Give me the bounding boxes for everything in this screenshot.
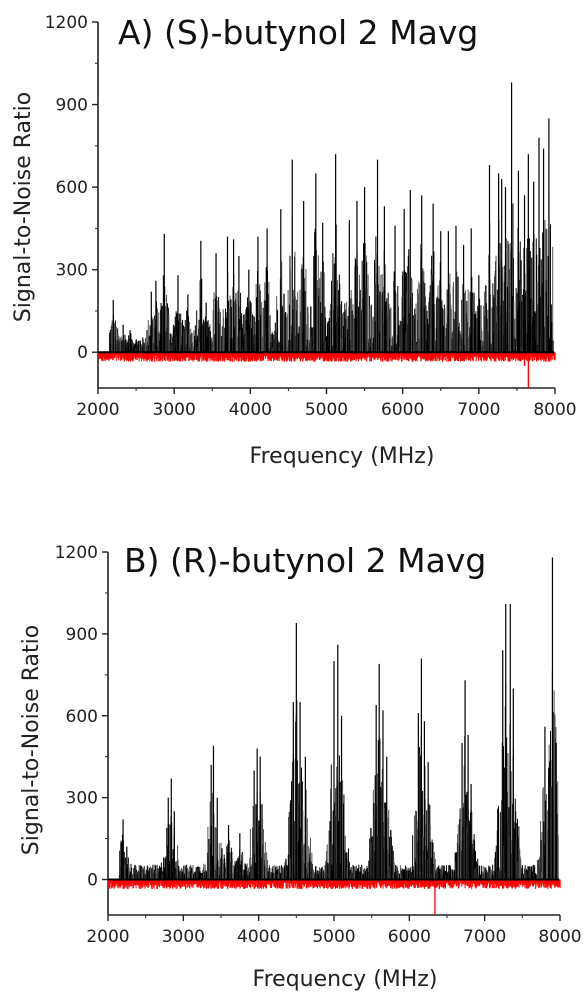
x-tick-label-a: 6000 (381, 400, 424, 420)
chart-a-ylabel: Signal-to-Noise Ratio (11, 92, 36, 322)
chart-b-ylabel: Signal-to-Noise Ratio (19, 625, 44, 855)
signal-forest-a (108, 191, 554, 353)
x-tick-label-a: 4000 (229, 400, 272, 420)
x-tick-label-b: 2000 (86, 927, 129, 947)
chart-panel-a: A) (S)-butynol 2 Mavg Frequency (MHz) Si… (0, 0, 583, 480)
x-tick-label-a: 7000 (457, 400, 500, 420)
x-tick-label-b: 5000 (312, 927, 355, 947)
y-tick-label-b: 1200 (55, 543, 98, 563)
x-tick-label-b: 8000 (538, 927, 581, 947)
signal-forest-b (118, 670, 559, 880)
x-tick-label-a: 3000 (153, 400, 196, 420)
x-tick-label-b: 6000 (388, 927, 431, 947)
x-tick-label-b: 7000 (463, 927, 506, 947)
y-tick-label-a: 300 (56, 261, 88, 281)
y-tick-label-a: 1200 (45, 13, 88, 33)
x-tick-label-a: 2000 (76, 400, 119, 420)
signal-peaks-a (112, 82, 550, 353)
y-tick-label-b: 0 (87, 871, 98, 891)
y-tick-label-a: 600 (56, 178, 88, 198)
chart-b-xlabel: Frequency (MHz) (253, 967, 438, 992)
x-tick-label-b: 3000 (162, 927, 205, 947)
noise-trace-a (97, 352, 556, 388)
x-tick-label-a: 8000 (533, 400, 576, 420)
x-tick-label-b: 4000 (237, 927, 280, 947)
chart-b-plot-area: 0 300 600 900 1200 2000 3000 4000 5000 6000 7000 80… (55, 543, 582, 947)
y-tick-label-a: 0 (77, 343, 88, 363)
chart-a-title: A) (S)-butynol 2 Mavg (118, 13, 478, 52)
chart-b-svg: B) (R)-butynol 2 Mavg Frequency (MHz) Si… (19, 541, 582, 992)
y-tick-label-b: 900 (66, 625, 98, 645)
chart-a-xlabel: Frequency (MHz) (250, 444, 435, 469)
chart-b-title: B) (R)-butynol 2 Mavg (124, 541, 486, 580)
noise-trace-b (107, 879, 561, 915)
x-tick-label-a: 5000 (305, 400, 348, 420)
y-tick-label-b: 300 (66, 789, 98, 809)
y-tick-label-b: 600 (66, 707, 98, 727)
chart-panel-b: B) (R)-butynol 2 Mavg Frequency (MHz) Si… (0, 500, 583, 994)
chart-a-svg: A) (S)-butynol 2 Mavg Frequency (MHz) Si… (11, 13, 577, 469)
y-tick-label-a: 900 (56, 96, 88, 116)
chart-a-plot-area: 0 300 600 900 1200 2000 3000 4000 5000 6000 7000 80… (45, 13, 577, 420)
